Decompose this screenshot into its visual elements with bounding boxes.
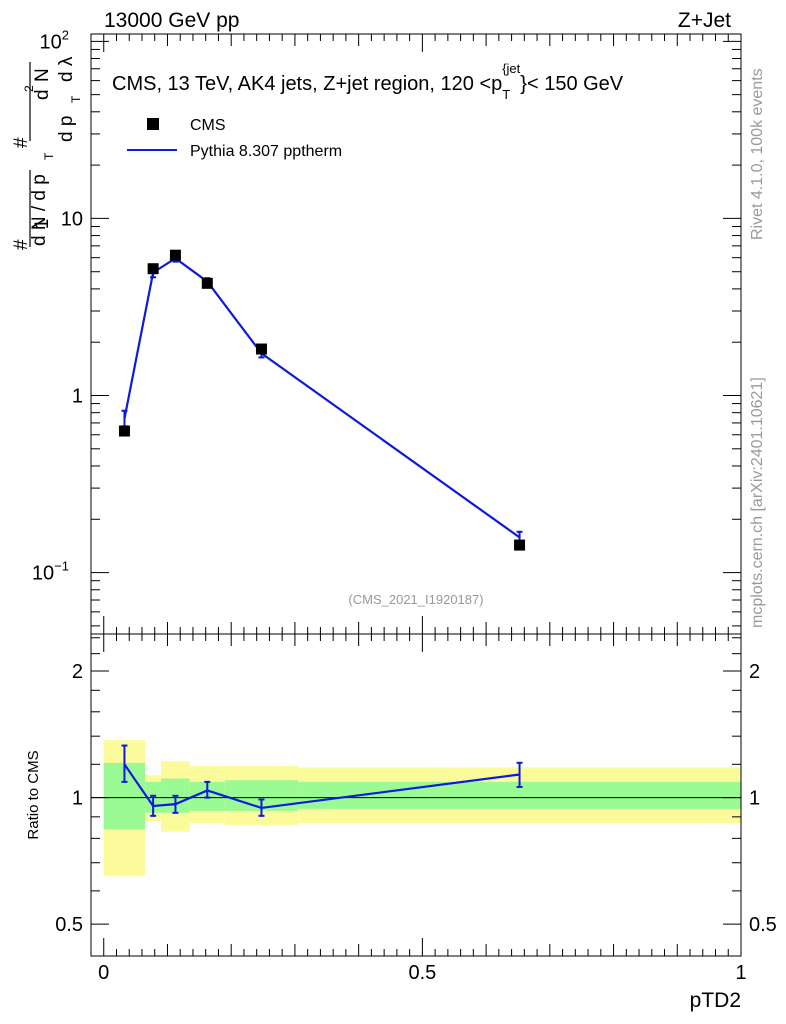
x-axis-label: pTD2 — [690, 989, 741, 1012]
ratio-bands — [103, 740, 741, 877]
svg-text:2: 2 — [22, 85, 36, 92]
rivet-label: Rivet 4.1.0, 100k events — [749, 68, 766, 240]
ratio-y-tick-label-left: 2 — [72, 661, 83, 683]
ratio-axis-ticks: 2 2 1 1 0.5 0.5 0 0.5 1 — [55, 634, 777, 984]
cms-data-point — [118, 425, 130, 437]
main-title: CMS, 13 TeV, AK4 jets, Z+jet region, 120… — [112, 61, 624, 102]
cms-data-point — [514, 539, 526, 551]
header-left: 13000 GeV pp — [104, 9, 239, 32]
ratio-y-label: Ratio to CMS — [25, 750, 42, 839]
svg-text:T: T — [42, 152, 56, 160]
ratio-x-tick-label: 1 — [735, 962, 746, 984]
ratio-x-tick-label: 0.5 — [408, 962, 436, 984]
main-y-tick-label: 1 — [72, 386, 83, 408]
cms-data-point — [147, 263, 159, 275]
ratio-mc-line — [123, 763, 520, 810]
legend-mc-label: Pythia 8.307 pptherm — [190, 143, 342, 160]
ratio-y-tick-label-right: 2 — [749, 661, 760, 683]
svg-text:1: 1 — [32, 219, 53, 230]
main-y-tick-label: 102 — [40, 27, 69, 53]
svg-text:T: T — [69, 95, 83, 103]
legend-data-label: CMS — [190, 117, 226, 134]
ratio-frame — [90, 633, 742, 957]
main-series — [118, 249, 526, 551]
cms-data-point — [169, 249, 181, 261]
svg-text:#: # — [11, 239, 32, 250]
legend-data-marker — [147, 118, 159, 130]
ratio-y-tick-label-left: 0.5 — [55, 914, 83, 936]
main-axis-ticks: 102 10 1 10−1 — [32, 27, 742, 634]
main-y-tick-label: 10 — [61, 208, 83, 230]
ratio-y-tick-label-right: 1 — [749, 788, 760, 810]
ratio-y-tick-label-left: 1 — [72, 788, 83, 810]
analysis-watermark: (CMS_2021_I1920187) — [348, 592, 483, 607]
main-y-tick-label: 10−1 — [32, 559, 69, 585]
svg-text:d: d — [32, 89, 53, 100]
svg-text:d N / d p: d N / d p — [29, 174, 50, 246]
main-y-axis-label: 1 # d N / d p T # d 2 N d p T d λ — [11, 56, 83, 250]
main-frame — [90, 33, 742, 635]
svg-text:d p: d p — [56, 116, 77, 142]
mcplots-label: mcplots.cern.ch [arXiv:2401.10621] — [749, 377, 766, 628]
svg-text:N: N — [32, 68, 53, 82]
svg-text:#: # — [11, 137, 32, 148]
cms-data-point — [255, 343, 267, 355]
svg-text:d λ: d λ — [56, 56, 77, 82]
mc-line — [123, 257, 521, 539]
header-right: Z+Jet — [678, 9, 731, 32]
cms-data-point — [201, 277, 213, 289]
ratio-x-tick-label: 0 — [98, 962, 109, 984]
ratio-series — [121, 744, 523, 817]
ratio-y-tick-label-right: 0.5 — [749, 914, 777, 936]
